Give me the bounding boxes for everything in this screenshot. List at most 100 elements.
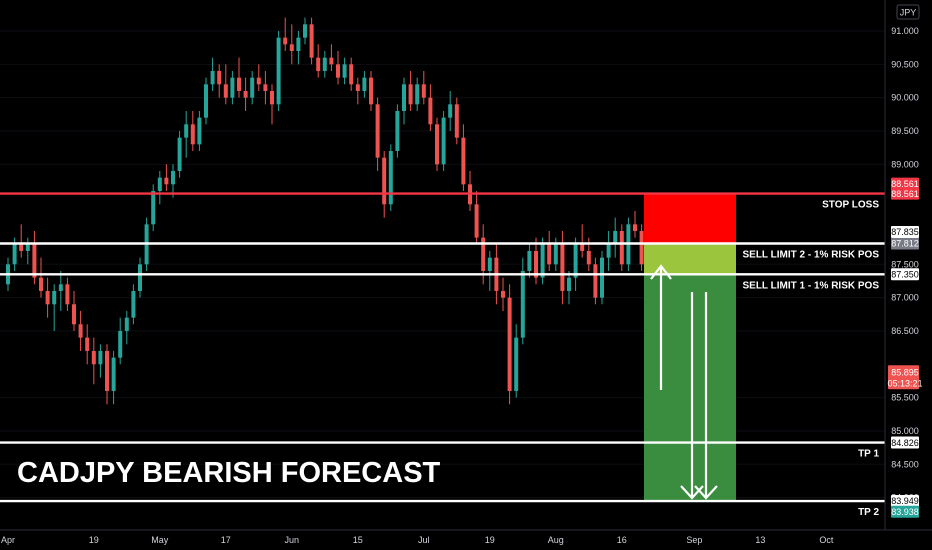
candle xyxy=(441,117,446,165)
price-tag xyxy=(891,225,919,238)
current-price-label: 85.895 xyxy=(891,367,919,377)
candle xyxy=(336,64,340,78)
price-tick-label: 90.000 xyxy=(891,93,919,103)
candle xyxy=(157,177,162,191)
candle xyxy=(342,64,347,78)
candle xyxy=(474,204,479,238)
currency-badge-label: JPY xyxy=(900,8,917,18)
candle xyxy=(633,224,637,231)
candle xyxy=(382,157,387,205)
candle xyxy=(600,257,604,298)
price-tag-label: 87.350 xyxy=(891,270,919,280)
candle xyxy=(164,177,169,185)
candle xyxy=(540,244,545,278)
price-tag-label: 88.561 xyxy=(891,179,919,189)
price-tag xyxy=(891,505,919,518)
price-levels: STOP LOSS SELL LIMIT 2 - 1% RISK POS SELL … xyxy=(0,192,885,518)
price-tag-label: 83.949 xyxy=(891,496,919,506)
candle xyxy=(111,357,116,391)
candle xyxy=(270,90,274,105)
candle xyxy=(276,37,281,105)
candle xyxy=(520,270,525,338)
current-price-tag xyxy=(888,365,919,390)
candle xyxy=(230,77,235,98)
candle xyxy=(309,24,314,58)
price-tick-label: 85.500 xyxy=(891,393,919,403)
candle xyxy=(573,244,578,278)
chart-title: CADJPY BEARISH FORECAST xyxy=(17,457,441,489)
candle xyxy=(223,84,228,98)
time-tick-label: Apr xyxy=(1,535,15,545)
candle xyxy=(415,84,420,105)
time-tick-label: 15 xyxy=(353,535,363,545)
candle xyxy=(349,64,354,85)
time-tick-label: May xyxy=(151,535,169,545)
candle xyxy=(487,257,492,271)
candle xyxy=(184,124,189,138)
candle xyxy=(448,104,453,118)
candle xyxy=(217,70,222,85)
candle xyxy=(210,70,215,85)
candle xyxy=(586,250,591,265)
candle xyxy=(39,277,43,291)
candle xyxy=(12,244,17,265)
candle xyxy=(197,117,202,145)
time-tick-label: Jun xyxy=(285,535,300,545)
candle xyxy=(98,350,103,365)
time-axis[interactable]: Apr 19 May 17 Jun 15 Jul 19 Aug 16 Sep 13 Oct xyxy=(0,529,932,545)
candle xyxy=(402,84,406,111)
candle xyxy=(613,230,618,245)
candle xyxy=(619,230,624,265)
candle xyxy=(243,90,248,98)
candle xyxy=(177,137,182,171)
candle xyxy=(91,350,96,365)
candle xyxy=(52,290,57,305)
time-tick-label: 13 xyxy=(755,535,765,545)
candle xyxy=(593,264,598,298)
price-tick-label: 91.000 xyxy=(891,26,919,36)
time-tick-label: Oct xyxy=(819,535,834,545)
candle xyxy=(507,297,512,391)
time-tick-label: Aug xyxy=(548,535,564,545)
candle xyxy=(204,84,208,118)
price-tick-label: 87.000 xyxy=(891,293,919,303)
candle xyxy=(316,57,321,71)
level-label: TP 2 xyxy=(858,507,879,518)
candle xyxy=(72,304,76,325)
candle xyxy=(395,110,400,151)
candle xyxy=(118,330,123,358)
candle xyxy=(329,57,334,65)
price-tag-label: 88.561 xyxy=(891,189,919,199)
price-tick-label: 87.500 xyxy=(891,259,919,269)
price-tag xyxy=(891,187,919,200)
candle xyxy=(388,150,393,205)
level-label: SELL LIMIT 2 - 1% RISK POS xyxy=(742,250,879,261)
candle xyxy=(45,290,50,305)
price-tick-label: 85.000 xyxy=(891,426,919,436)
candle xyxy=(190,124,195,145)
candle xyxy=(428,97,433,125)
price-tag xyxy=(891,177,919,190)
candle xyxy=(435,124,439,165)
price-tag xyxy=(891,436,919,449)
candle xyxy=(567,277,571,291)
candle xyxy=(151,190,156,225)
candle xyxy=(553,244,558,265)
candle xyxy=(322,57,327,71)
candle xyxy=(547,244,552,265)
currency-badge[interactable]: JPY xyxy=(896,4,920,20)
price-axis[interactable]: 91.000 90.500 90.000 89.500 89.000 87.500 87.0… xyxy=(884,0,923,530)
candle xyxy=(580,244,585,251)
candle xyxy=(58,284,63,291)
candle xyxy=(289,44,294,51)
time-tick-label: Sep xyxy=(686,535,702,545)
candle xyxy=(421,84,426,98)
price-tag-label: 87.812 xyxy=(891,239,919,249)
price-tag xyxy=(891,237,919,250)
candle xyxy=(408,84,413,105)
time-tick-label: 17 xyxy=(221,535,231,545)
candle xyxy=(283,37,288,45)
time-tick-label: 16 xyxy=(617,535,627,545)
candle xyxy=(514,337,519,391)
